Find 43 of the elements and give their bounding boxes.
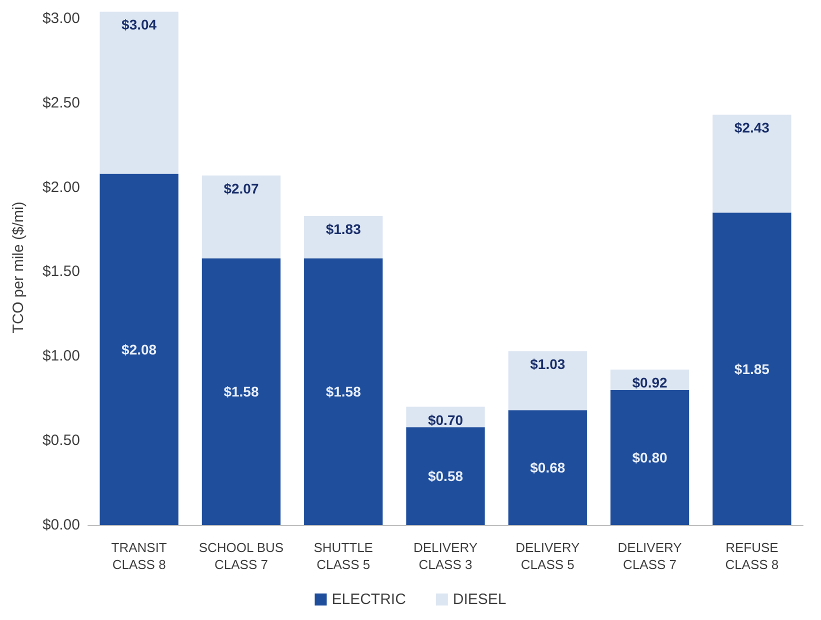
total-label: $1.83 <box>326 221 362 237</box>
bar <box>508 410 587 525</box>
total-label: $2.43 <box>734 120 770 136</box>
y-tick-label: $0.50 <box>42 432 80 450</box>
y-tick-label: $3.00 <box>42 10 80 27</box>
total-label: $3.04 <box>122 16 157 33</box>
y-tick-label: $2.00 <box>42 178 80 196</box>
bar <box>304 216 383 258</box>
x-tick-label: TRANSIT CLASS 8 <box>111 540 167 572</box>
total-label: $1.03 <box>530 356 566 372</box>
bar <box>610 390 690 525</box>
x-tick-label: SCHOOL BUS CLASS 7 <box>198 540 284 572</box>
bar <box>202 258 281 525</box>
bar <box>202 175 281 258</box>
data-label: $1.85 <box>734 360 770 377</box>
x-tick-label: DELIVERY CLASS 7 <box>618 540 682 572</box>
y-tick-label: $1.50 <box>42 263 80 280</box>
total-label: $0.70 <box>428 412 464 428</box>
x-tick-label: DELIVERY CLASS 3 <box>413 540 478 572</box>
total-label: $2.07 <box>224 180 259 196</box>
data-label: $0.68 <box>530 460 566 476</box>
bar <box>508 351 587 410</box>
bar <box>100 174 178 525</box>
data-label: $0.80 <box>632 449 668 466</box>
total-label: $0.92 <box>632 374 668 391</box>
bar <box>712 114 792 213</box>
data-label: $2.08 <box>122 341 157 358</box>
data-label: $1.58 <box>224 384 259 400</box>
data-label: $0.58 <box>428 468 464 484</box>
x-tick-label: REFUSE CLASS 8 <box>725 540 779 572</box>
y-tick-label: $2.50 <box>42 94 80 112</box>
legend-label: ELECTRIC <box>332 591 406 608</box>
legend-label: DIESEL <box>452 591 506 608</box>
bar <box>406 427 485 525</box>
y-tick-label: $1.00 <box>42 348 80 365</box>
bar <box>712 212 792 525</box>
bar <box>100 12 178 174</box>
x-tick-label: SHUTTLE CLASS 5 <box>314 540 374 572</box>
bar <box>304 258 383 525</box>
x-tick-label: DELIVERY CLASS 5 <box>516 540 580 572</box>
data-label: $1.58 <box>326 384 362 400</box>
y-tick-label: $0.00 <box>42 516 80 534</box>
y-axis-title: TCO per mile ($/mi) <box>10 202 27 334</box>
